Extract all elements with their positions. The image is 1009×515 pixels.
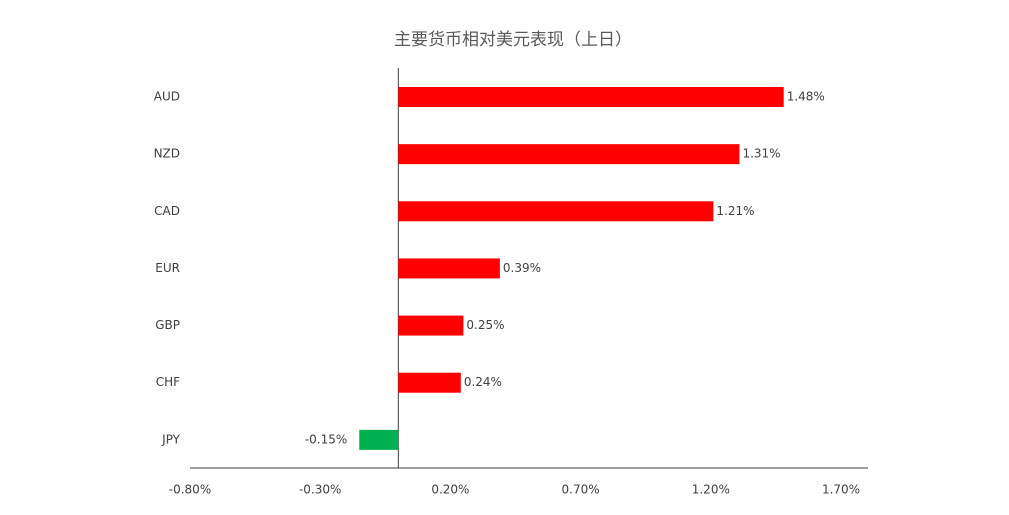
value-label: 0.39% (503, 261, 541, 275)
value-label: 0.25% (466, 318, 504, 332)
y-tick-label: NZD (154, 147, 180, 161)
bar (398, 372, 461, 393)
y-tick-label: GBP (155, 318, 180, 332)
y-tick-label: AUD (154, 90, 180, 104)
x-tick-label: 0.20% (431, 483, 469, 497)
y-tick-label: JPY (161, 432, 181, 446)
value-label: 1.48% (787, 90, 825, 104)
x-tick-label: -0.80% (169, 483, 211, 497)
bar (398, 87, 784, 107)
bar (398, 315, 464, 336)
x-tick-label: 1.20% (692, 483, 730, 497)
value-label: 0.24% (464, 375, 502, 389)
x-tick-label: 1.70% (822, 483, 860, 497)
y-tick-label: CAD (154, 204, 180, 218)
value-label: 1.21% (716, 204, 754, 218)
bar (398, 144, 740, 165)
x-tick-label: -0.30% (299, 483, 341, 497)
x-tick-label: 0.70% (562, 483, 600, 497)
chart-title: 主要货币相对美元表现（上日） (394, 30, 632, 50)
y-tick-label: EUR (155, 261, 180, 275)
value-label: 1.31% (742, 147, 780, 161)
bar (398, 201, 714, 222)
bar (359, 429, 399, 450)
bar (398, 258, 500, 279)
y-tick-label: CHF (156, 375, 180, 389)
value-label: -0.15% (305, 432, 347, 446)
